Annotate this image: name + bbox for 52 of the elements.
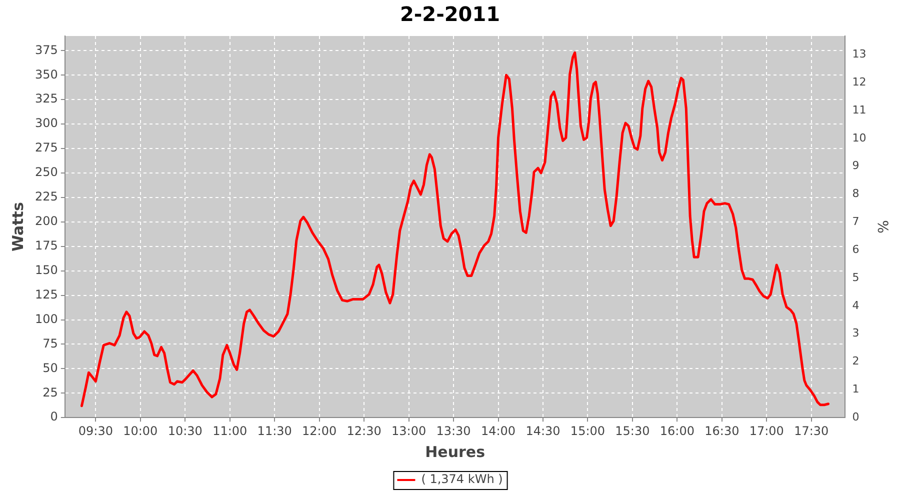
- y-tick-label: 350: [35, 67, 58, 82]
- y-tick-label: 275: [35, 140, 58, 155]
- y2-tick-label: 13: [852, 48, 866, 61]
- y2-tick-label: 7: [852, 215, 860, 228]
- y-tick-label: 225: [35, 190, 58, 204]
- y2-tick-label: 9: [852, 159, 860, 172]
- x-tick-label: 09:30: [78, 424, 113, 438]
- x-tick-label: 15:00: [570, 424, 606, 438]
- chart-title: 2-2-2011: [400, 2, 500, 26]
- y2-tick-label: 4: [852, 298, 860, 312]
- y2-tick-label: 5: [852, 270, 860, 284]
- x-tick-label: 12:30: [346, 424, 382, 438]
- y-tick-label: 100: [35, 312, 58, 326]
- y-tick-label: 0: [50, 410, 58, 424]
- legend-label: ( 1,374 kWh ): [421, 472, 503, 486]
- y2-tick-label: 0: [852, 410, 860, 424]
- y-tick-label: 75: [42, 336, 58, 350]
- x-axis-title: Heures: [425, 442, 486, 461]
- y-tick-label: 375: [35, 42, 58, 57]
- x-tick-label: 14:00: [480, 424, 516, 438]
- x-tick-label: 12:00: [302, 424, 337, 438]
- x-tick-label: 14:30: [526, 424, 560, 438]
- y2-tick-label: 10: [852, 131, 866, 144]
- x-tick-label: 13:00: [392, 424, 426, 438]
- y-tick-label: 200: [35, 214, 58, 228]
- x-tick-label: 13:30: [436, 424, 471, 438]
- y-tick-label: 250: [35, 165, 58, 180]
- y-tick-label: 300: [35, 116, 58, 130]
- x-tick-label: 10:00: [123, 424, 158, 438]
- x-tick-label: 15:30: [615, 424, 650, 438]
- x-tick-label: 11:00: [212, 424, 248, 438]
- y-tick-label: 175: [35, 238, 58, 252]
- x-tick-label: 16:30: [704, 424, 740, 438]
- x-tick-label: 17:00: [749, 424, 784, 438]
- y2-axis-title: %: [874, 220, 890, 234]
- x-tick-label: 11:30: [257, 424, 292, 438]
- y-tick-label: 150: [35, 262, 58, 277]
- y-axis-title: Watts: [8, 202, 27, 252]
- x-tick-label: 10:30: [168, 424, 202, 438]
- y2-tick-label: 11: [852, 103, 866, 116]
- y2-tick-label: 1: [852, 382, 860, 396]
- y-tick-label: 25: [42, 385, 58, 400]
- y2-tick-label: 6: [852, 242, 860, 256]
- x-tick-label: 17:30: [794, 424, 829, 438]
- x-tick-label: 16:00: [660, 424, 694, 438]
- y2-tick-label: 8: [852, 187, 860, 200]
- y2-tick-label: 12: [852, 75, 866, 88]
- y-tick-label: 125: [35, 287, 58, 302]
- y-tick-label: 50: [42, 360, 58, 375]
- y-tick-label: 325: [35, 92, 58, 106]
- y2-tick-label: 2: [852, 354, 860, 368]
- y2-tick-label: 3: [852, 326, 860, 340]
